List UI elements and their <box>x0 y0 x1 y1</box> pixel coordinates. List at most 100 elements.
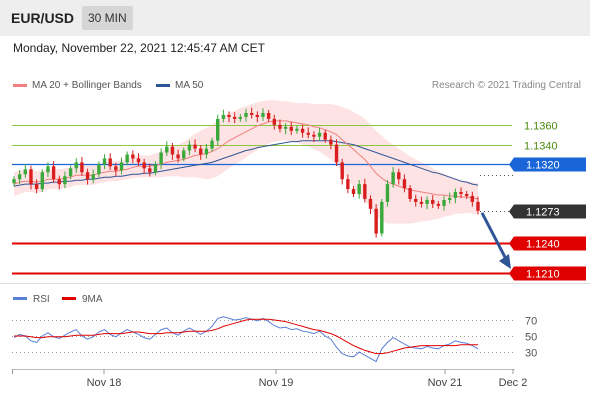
candle-body <box>368 198 373 209</box>
candle-body <box>289 126 293 131</box>
candle-body <box>329 139 333 145</box>
rsi-level-label-30: 30 <box>525 348 537 360</box>
candle-body <box>470 195 475 202</box>
candle-body <box>227 114 231 117</box>
candle-body <box>80 162 84 173</box>
ma20-swatch <box>13 83 27 87</box>
legend-ma20-label: MA 20 + Bollinger Bands <box>32 80 142 91</box>
candle-body <box>402 179 407 189</box>
candle-body <box>425 199 429 204</box>
candle-body <box>357 184 361 194</box>
candle-body <box>238 116 243 119</box>
candle-body <box>464 194 469 196</box>
candle-body <box>448 197 452 200</box>
support-label-4: 1.1240 <box>526 239 560 251</box>
x-tick-label-1: Nov 19 <box>259 377 294 389</box>
candle-body <box>114 166 118 171</box>
candle-body <box>51 166 56 180</box>
candle-body <box>232 116 237 119</box>
last-price-label: 1.1273 <box>526 207 560 219</box>
candle-body <box>255 114 260 117</box>
candle-body <box>17 174 22 180</box>
candle-body <box>346 179 350 190</box>
candle-body <box>97 164 101 175</box>
candle-body <box>300 128 305 133</box>
candle-body <box>40 172 44 190</box>
rsi-legend-label: RSI <box>33 294 50 305</box>
candle-body <box>283 126 288 129</box>
x-tick-label-0: Nov 18 <box>87 377 122 389</box>
bollinger-band <box>14 100 478 224</box>
candle-body <box>131 154 135 159</box>
header-bar: EUR/USD 30 MIN <box>0 0 590 36</box>
candle-body <box>249 112 254 115</box>
legend-ma50-label: MA 50 <box>175 80 204 91</box>
resistance-label-0: 1.1360 <box>524 121 558 133</box>
candle-body <box>397 172 401 180</box>
candle-body <box>453 192 458 198</box>
x-tick-label-2: Nov 21 <box>428 377 463 389</box>
candle-body <box>380 201 384 234</box>
candle-body <box>182 150 186 159</box>
candle-body <box>459 192 463 194</box>
candle-body <box>306 132 310 135</box>
copyright-label: Research © 2021 Trading Central <box>431 80 581 91</box>
support-badge-4 <box>509 236 586 251</box>
candle-body <box>261 112 265 117</box>
candle-body <box>159 152 163 165</box>
candle-body <box>108 158 112 167</box>
candle-body <box>436 203 441 206</box>
support-label-5: 1.1210 <box>526 269 560 281</box>
candle-body <box>272 118 276 125</box>
candle-body <box>46 166 50 173</box>
resistance-label-1: 1.1340 <box>524 141 558 153</box>
ma50-swatch <box>156 83 170 87</box>
candle-body <box>363 184 367 199</box>
candle-body <box>187 144 192 151</box>
forecast-arrow-shaft <box>480 212 509 262</box>
candle-body <box>244 112 248 117</box>
candle-body <box>216 118 220 141</box>
candle-body <box>68 168 73 177</box>
legend-ma20: MA 20 + Bollinger Bands <box>13 80 142 91</box>
candle-body <box>170 146 175 155</box>
candle-body <box>57 179 61 185</box>
pivot-label: 1.1320 <box>526 160 560 172</box>
candle-body <box>278 124 282 129</box>
candle-body <box>91 174 95 180</box>
rsi-swatch <box>13 297 27 300</box>
candle-body <box>419 201 424 204</box>
candle-body <box>312 134 316 137</box>
support-badge-5 <box>509 266 586 281</box>
candle-body <box>351 189 356 194</box>
candle-body <box>385 184 390 202</box>
candle-body <box>29 169 33 185</box>
candle-body <box>23 169 28 175</box>
candle-body <box>221 114 226 119</box>
candle-body <box>193 144 197 149</box>
candle-body <box>63 176 67 185</box>
candle-body <box>153 164 158 173</box>
rsi-level-label-70: 70 <box>525 316 537 328</box>
datetime-label: Monday, November 22, 2021 12:45:47 AM CE… <box>13 41 265 55</box>
last-price-badge <box>509 204 586 219</box>
ma50-line <box>13 140 479 187</box>
candle-body <box>102 158 107 165</box>
candle-body <box>210 140 214 149</box>
candle-body <box>176 154 180 159</box>
candle-body <box>34 184 39 190</box>
timeframe-button[interactable]: 30 MIN <box>82 6 133 30</box>
symbol-title: EUR/USD <box>11 10 75 26</box>
rsi-ma-legend-label: 9MA <box>82 294 103 305</box>
ma20-line <box>13 120 479 200</box>
candle-body <box>74 162 78 169</box>
candle-body <box>125 154 129 163</box>
candle-body <box>119 162 124 171</box>
rsi-level-label-50: 50 <box>525 332 537 344</box>
candle-body <box>408 188 412 199</box>
legend-ma50: MA 50 <box>156 80 203 91</box>
candle-body <box>323 132 327 140</box>
x-tick-label-3: Dec 2 <box>499 377 528 389</box>
candle-body <box>266 112 271 119</box>
